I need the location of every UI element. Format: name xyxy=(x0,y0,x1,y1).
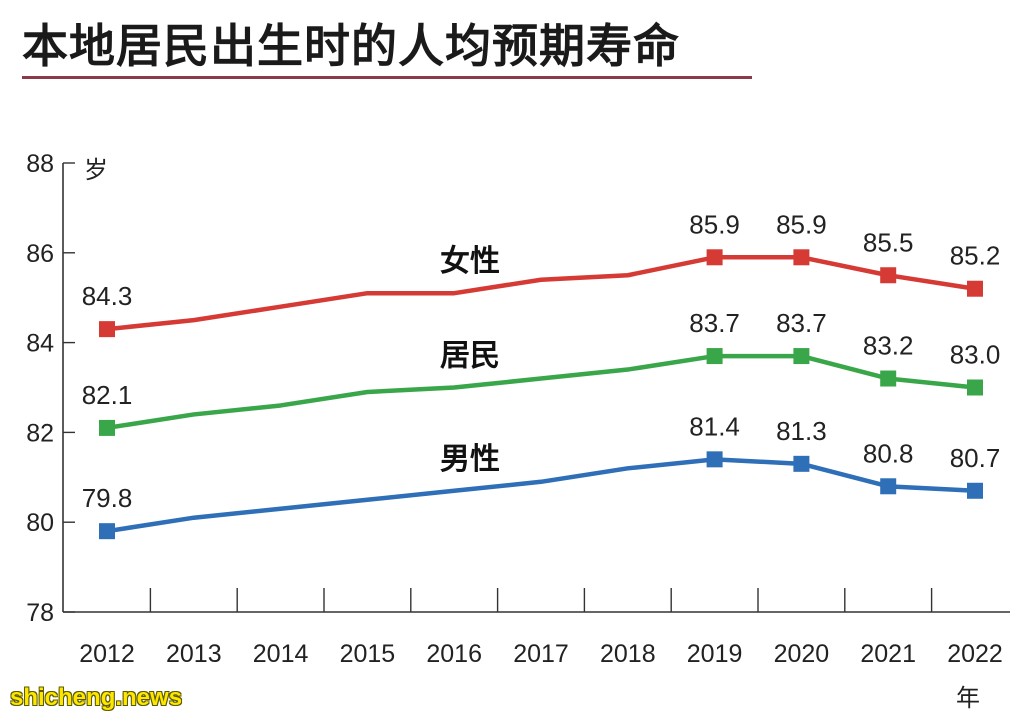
series-line xyxy=(106,353,976,431)
x-tick-label: 2018 xyxy=(600,640,656,668)
data-point-marker xyxy=(706,451,723,468)
x-axis-unit: 年 xyxy=(956,684,980,712)
data-label: 81.4 xyxy=(689,411,740,441)
y-tick-label: 86 xyxy=(26,240,54,268)
x-tick-label: 2015 xyxy=(340,640,396,668)
data-label: 83.7 xyxy=(776,308,827,338)
x-tick-label: 2022 xyxy=(947,640,1003,668)
data-label: 80.8 xyxy=(863,438,914,468)
x-tick-label: 2021 xyxy=(860,640,916,668)
data-label: 83.7 xyxy=(689,308,740,338)
data-label: 83.0 xyxy=(950,340,1001,370)
data-point-marker xyxy=(967,482,983,499)
data-point-marker xyxy=(793,455,810,472)
x-tick-label: 2020 xyxy=(774,640,830,668)
y-tick-label: 88 xyxy=(26,150,54,178)
data-point-marker xyxy=(967,280,983,297)
watermark: shicheng.news xyxy=(10,684,183,711)
data-point-marker xyxy=(706,249,723,266)
title-underline xyxy=(22,76,752,79)
data-label: 83.2 xyxy=(863,331,914,361)
y-tick-label: 82 xyxy=(26,419,54,447)
x-tick-label: 2014 xyxy=(253,640,309,668)
data-label: 81.3 xyxy=(776,416,827,446)
series-line xyxy=(106,457,976,534)
series-name-label: 男性 xyxy=(440,442,500,477)
data-label: 80.7 xyxy=(950,443,1001,473)
data-point-marker xyxy=(880,267,897,284)
data-point-marker xyxy=(99,419,115,436)
data-label: 82.1 xyxy=(82,380,133,410)
chart-title: 本地居民出生时的人均预期寿命 xyxy=(22,19,680,73)
data-point-marker xyxy=(880,478,897,495)
data-label: 85.9 xyxy=(776,209,827,239)
y-axis-unit: 岁 xyxy=(84,156,108,184)
series-name-label: 女性 xyxy=(440,244,500,279)
series-line xyxy=(106,255,976,332)
data-point-marker xyxy=(99,523,115,540)
data-point-marker xyxy=(99,321,115,338)
x-tick-label: 2012 xyxy=(79,640,135,668)
y-tick-label: 80 xyxy=(26,509,54,537)
x-tick-label: 2013 xyxy=(166,640,222,668)
data-point-marker xyxy=(880,370,897,387)
series-name-label: 居民 xyxy=(440,339,500,374)
data-label: 85.5 xyxy=(863,227,914,257)
data-point-marker xyxy=(793,249,810,266)
data-label: 85.9 xyxy=(689,209,740,239)
y-tick-label: 78 xyxy=(26,599,54,627)
data-label: 84.3 xyxy=(82,281,133,311)
x-tick-label: 2016 xyxy=(426,640,482,668)
x-tick-label: 2017 xyxy=(513,640,569,668)
data-point-marker xyxy=(967,379,983,396)
data-label: 85.2 xyxy=(950,241,1001,271)
data-point-marker xyxy=(706,348,723,365)
data-point-marker xyxy=(793,348,810,365)
data-label: 79.8 xyxy=(82,483,133,513)
x-tick-label: 2019 xyxy=(687,640,743,668)
y-tick-label: 84 xyxy=(26,330,54,358)
